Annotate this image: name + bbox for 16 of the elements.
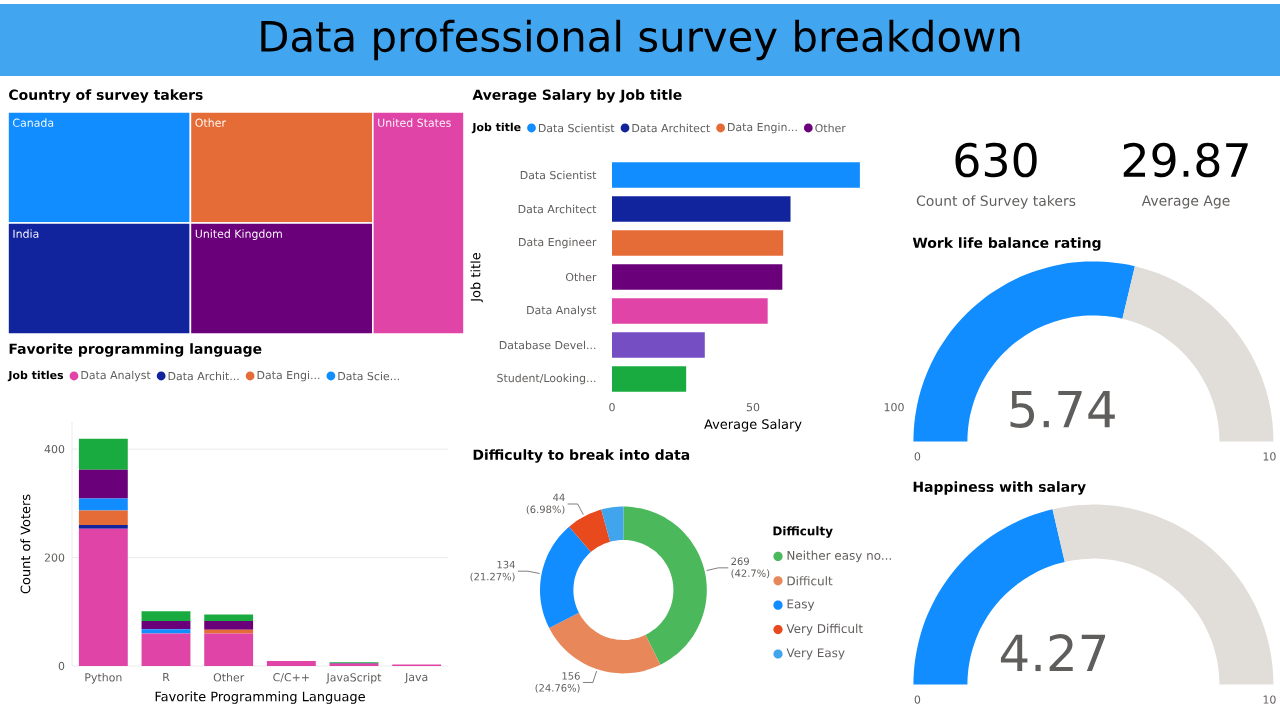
- data-label: 5.74: [1010, 390, 1115, 428]
- bar: [204, 620, 254, 630]
- text: 630: [955, 142, 1037, 178]
- text: 29.87: [1123, 142, 1248, 178]
- bar: [204, 633, 254, 666]
- bar: [78, 498, 128, 511]
- bar: [141, 633, 191, 666]
- text: Data professional survey breakdown: [261, 19, 1020, 61]
- bar: [204, 614, 254, 621]
- bar: [141, 611, 191, 621]
- bar: [141, 620, 191, 630]
- data-label: 4.27: [1000, 634, 1106, 672]
- bar: [78, 510, 128, 526]
- bar: [78, 438, 128, 470]
- bar: [78, 469, 128, 499]
- bar: [78, 528, 128, 666]
